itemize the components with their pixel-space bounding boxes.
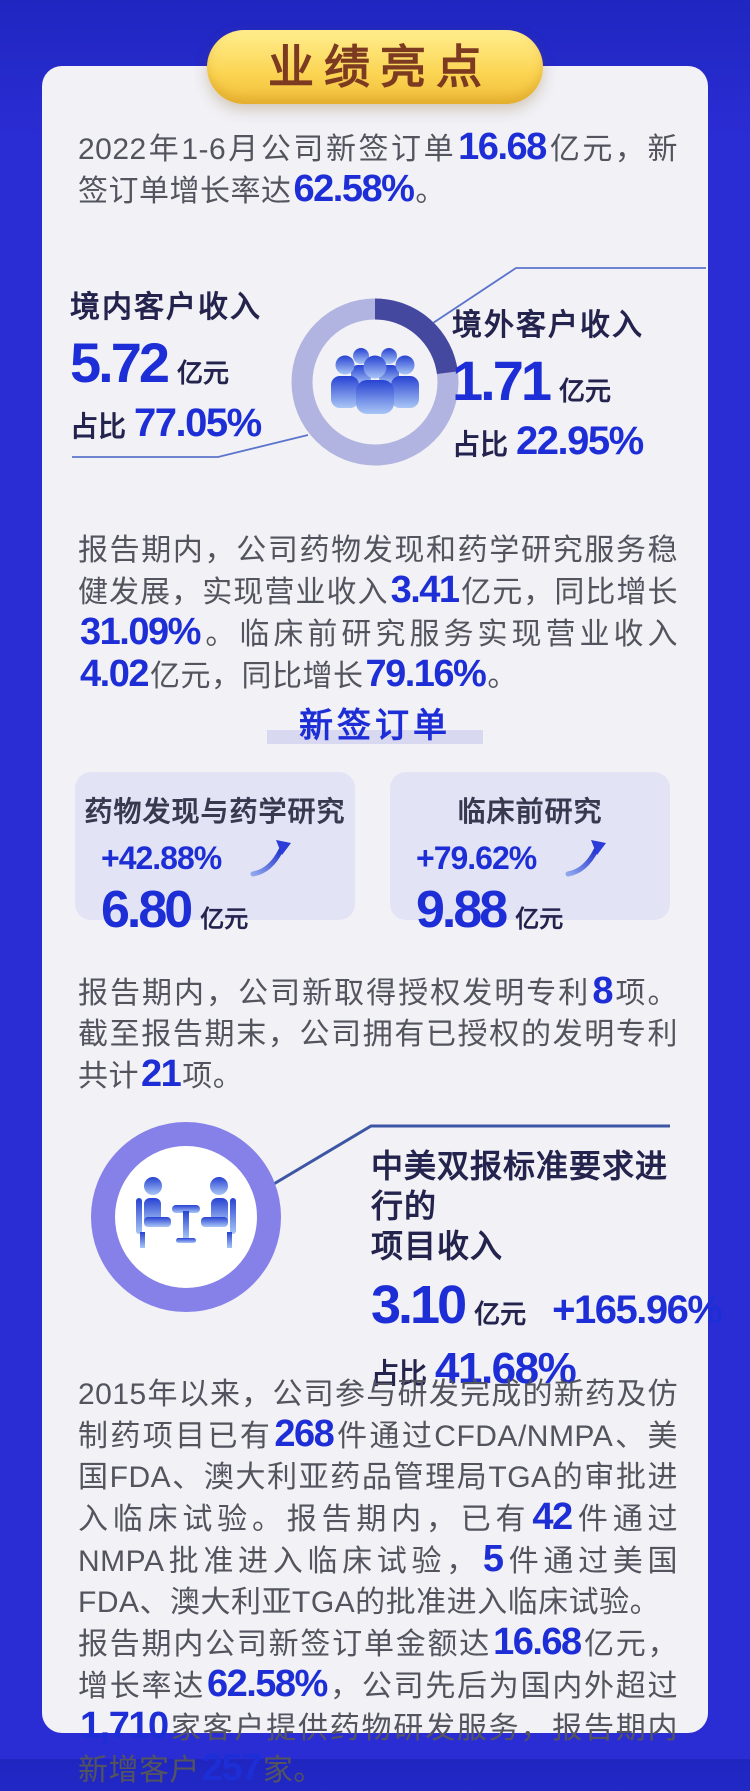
highlight-number: 268 bbox=[274, 1413, 334, 1455]
people-group-icon bbox=[331, 348, 419, 414]
overseas-value: 1.71 bbox=[452, 349, 552, 412]
highlight-number: 1,710 bbox=[80, 1705, 169, 1747]
meeting-icon bbox=[136, 1177, 236, 1248]
arrow-up-right-icon bbox=[250, 840, 292, 877]
text-run: 报告期内，公司新取得授权发明专利 bbox=[78, 977, 591, 1010]
meeting-icon-circle bbox=[91, 1122, 281, 1312]
badge-label: 业绩亮点 bbox=[268, 41, 492, 93]
overseas-share-value: 22.95% bbox=[516, 419, 644, 463]
patents-paragraph: 报告期内，公司新取得授权发明专利8项。截至报告期末，公司拥有已授权的发明专利共计… bbox=[78, 972, 678, 1097]
domestic-share-row: 占比 77.05% bbox=[70, 401, 262, 446]
text-run: 件通过NMPA批准进入临床试验， bbox=[78, 1503, 679, 1578]
order-card-preclinical: 临床前研究 +79.62% 9.88 亿元 bbox=[390, 772, 670, 939]
order-growth-row: +42.88% bbox=[101, 836, 355, 880]
dual-filing-share-prefix: 占比 bbox=[371, 1358, 428, 1389]
text-run: 件通过CFDA/NMPA、美国FDA、澳大利亚药品管理局TGA的审批进入临床试验… bbox=[78, 1420, 679, 1536]
text-run: 报告期内，公司药物发现和药学研究服务稳健发展，实现营业收入 bbox=[78, 534, 678, 609]
dual-filing-value: 3.10 bbox=[371, 1275, 467, 1335]
text-run: 项。截至报告期末，公司拥有已授权的发明专利共计 bbox=[78, 977, 679, 1093]
order-value-row: 9.88 亿元 bbox=[416, 880, 670, 940]
highlight-number: 31.09% bbox=[80, 611, 201, 653]
order-value-row: 6.80 亿元 bbox=[101, 880, 355, 940]
dual-filing-share-row: 占比 41.68% bbox=[371, 1344, 691, 1394]
services-revenue-paragraph: 报告期内，公司药物发现和药学研究服务稳健发展，实现营业收入3.41亿元，同比增长… bbox=[78, 530, 678, 697]
dual-filing-value-row: 3.10 亿元 +165.96% bbox=[371, 1274, 723, 1336]
text-run: 件通过美国FDA、澳大利亚TGA的批准进入临床试验。 bbox=[78, 1545, 678, 1619]
text-run: 。 bbox=[487, 660, 518, 693]
domestic-share-value: 77.05% bbox=[134, 401, 262, 445]
revenue-donut-chart bbox=[291, 298, 459, 466]
highlight-number: 79.16% bbox=[365, 653, 486, 695]
highlight-number: 16.68 bbox=[493, 1621, 582, 1663]
highlight-number: 4.02 bbox=[80, 653, 149, 695]
text-run: 亿元，增长率达 bbox=[78, 1628, 679, 1703]
highlight-number: 62.58% bbox=[293, 168, 415, 210]
highlight-number: 42 bbox=[532, 1496, 573, 1538]
order-growth-row: +79.62% bbox=[416, 836, 670, 880]
order-card-discovery: 药物发现与药学研究 +42.88% 6.80 亿元 bbox=[75, 772, 355, 939]
highlight-number: 8 bbox=[592, 970, 613, 1012]
dual-filing-title-line2: 项目收入 bbox=[371, 1228, 504, 1264]
text-run: 2015年以来，公司参与研发完成的新药及仿制药项目已有 bbox=[78, 1378, 678, 1453]
highlight-number: 5 bbox=[482, 1538, 504, 1580]
order-card-title: 临床前研究 bbox=[457, 796, 603, 827]
overseas-label: 境外客户收入 bbox=[452, 309, 644, 342]
intro-paragraph: 2022年1-6月公司新签订单16.68亿元，新签订单增长率达62.58%。 bbox=[78, 128, 678, 212]
summary-paragraph-part2: 报告期内公司新签订单金额达16.68亿元，增长率达62.58%，公司先后为国内外… bbox=[78, 1623, 678, 1791]
domestic-unit: 亿元 bbox=[177, 358, 230, 388]
order-value: 6.80 bbox=[101, 881, 193, 939]
dual-filing-growth: +165.96% bbox=[552, 1288, 723, 1332]
text-run: 亿元，同比增长 bbox=[149, 660, 364, 693]
order-unit: 亿元 bbox=[200, 906, 249, 933]
new-orders-title: 新签订单 bbox=[299, 707, 451, 745]
header-underline-bar bbox=[267, 730, 483, 744]
dual-filing-block: 中美双报标准要求进行的 项目收入 3.10 亿元 +165.96% 占比 41.68% bbox=[371, 1146, 723, 1394]
text-run: 。临床前研究服务实现营业收入 bbox=[201, 618, 678, 651]
text-run: 亿元，同比增长 bbox=[460, 576, 679, 609]
dual-filing-title-line1: 中美双报标准要求进行的 bbox=[371, 1148, 669, 1224]
highlight-number: 3.41 bbox=[390, 569, 460, 611]
overseas-share-row: 占比 22.95% bbox=[452, 419, 644, 464]
text-run: 报告期内公司新签订单金额达 bbox=[78, 1628, 492, 1661]
text-run: 亿元，新签订单增长率达 bbox=[78, 133, 678, 208]
arrow-up-right-icon bbox=[565, 840, 607, 877]
overseas-value-row: 1.71 亿元 bbox=[452, 348, 644, 413]
highlight-number: 62.58% bbox=[206, 1663, 328, 1705]
domestic-value-row: 5.72 亿元 bbox=[70, 330, 262, 395]
domestic-value: 5.72 bbox=[70, 331, 170, 394]
domestic-share-prefix: 占比 bbox=[70, 411, 127, 442]
new-orders-header: 新签订单 bbox=[42, 698, 708, 745]
order-growth-value: +42.88% bbox=[101, 839, 222, 876]
domestic-label: 境内客户收入 bbox=[70, 291, 262, 324]
text-run: 。 bbox=[415, 175, 446, 208]
order-growth-value: +79.62% bbox=[416, 839, 537, 876]
overseas-unit: 亿元 bbox=[559, 376, 612, 406]
main-card: 2022年1-6月公司新签订单16.68亿元，新签订单增长率达62.58%。 境… bbox=[42, 66, 723, 1787]
domestic-revenue-block: 境内客户收入 5.72 亿元 占比 77.05% bbox=[70, 282, 262, 446]
overseas-revenue-block: 境外客户收入 1.71 亿元 占比 22.95% bbox=[452, 300, 644, 464]
dual-filing-title: 中美双报标准要求进行的 项目收入 bbox=[371, 1146, 691, 1266]
highlight-number: 257 bbox=[202, 1747, 262, 1789]
summary-paragraph-part1: 2015年以来，公司参与研发完成的新药及仿制药项目已有268件通过CFDA/NM… bbox=[78, 1374, 678, 1623]
dual-filing-unit: 亿元 bbox=[474, 1299, 527, 1329]
summary-paragraph: 2015年以来，公司参与研发完成的新药及仿制药项目已有268件通过CFDA/NM… bbox=[78, 1374, 678, 1791]
order-unit: 亿元 bbox=[515, 906, 564, 933]
text-run: 2022年1-6月公司新签订单 bbox=[78, 133, 457, 166]
text-run: 项。 bbox=[182, 1060, 244, 1093]
highlight-number: 21 bbox=[141, 1053, 182, 1095]
order-card-title: 药物发现与药学研究 bbox=[84, 796, 346, 827]
highlight-number: 16.68 bbox=[458, 126, 547, 168]
dual-filing-share-value: 41.68% bbox=[435, 1344, 577, 1393]
overseas-share-prefix: 占比 bbox=[452, 429, 509, 460]
highlight-badge: 业绩亮点 bbox=[207, 30, 543, 104]
text-run: ，公司先后为国内外超过 bbox=[328, 1670, 679, 1703]
order-value: 9.88 bbox=[416, 881, 508, 939]
